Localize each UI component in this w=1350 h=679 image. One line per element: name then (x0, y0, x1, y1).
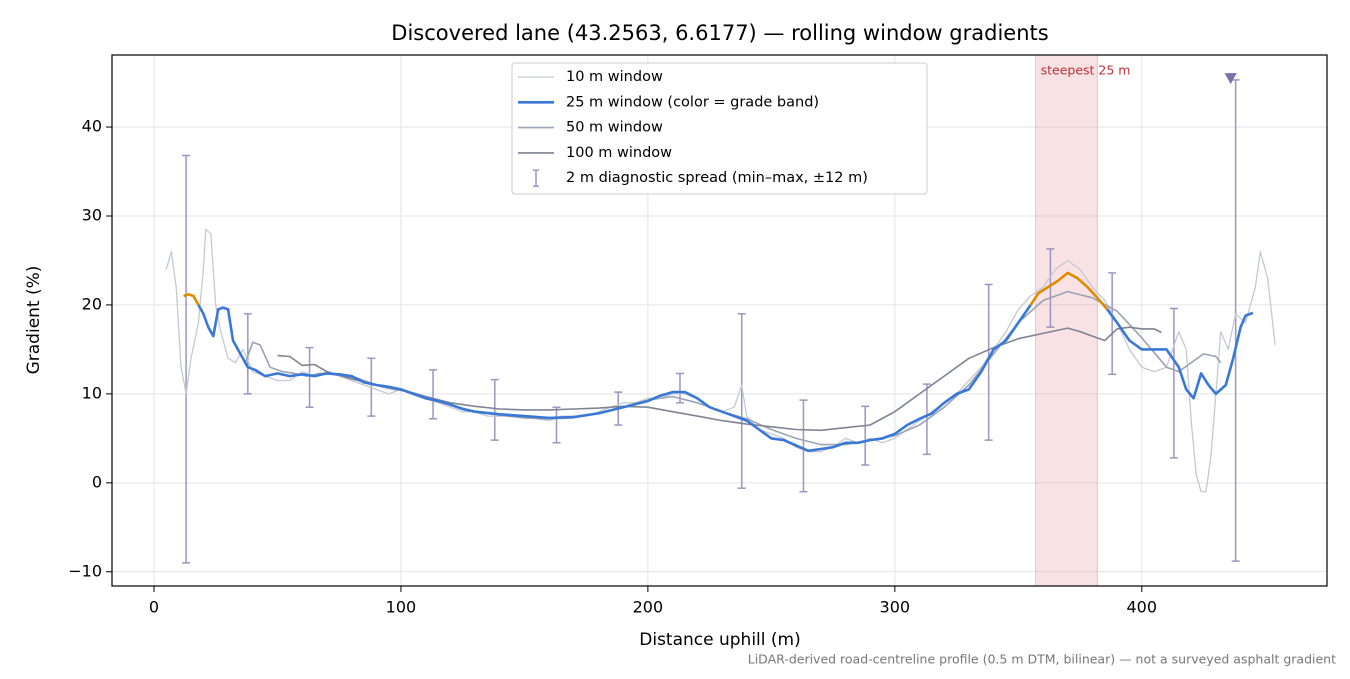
chart-title: Discovered lane (43.2563, 6.6177) — roll… (391, 21, 1048, 45)
y-tick-label: −10 (68, 561, 102, 580)
axes: 0 100 200 300 400 −10 0 10 20 30 40 steepest 25 m (68, 63, 1157, 617)
series-line (1106, 308, 1254, 400)
legend-box (511, 62, 928, 195)
y-tick-label: 0 (92, 472, 102, 491)
clip-marker (1224, 73, 1237, 85)
legend-label: 25 m window (color = grade band) (566, 94, 819, 110)
legend-label: 100 m window (566, 145, 672, 161)
x-tick-label: 200 (633, 598, 664, 617)
legend-label: 10 m window (566, 69, 663, 85)
series-line (1029, 271, 1109, 311)
series-line (197, 304, 1032, 453)
x-tick-label: 400 (1127, 598, 1158, 617)
legend: 10 m window 25 m window (color = grade ba… (511, 62, 928, 195)
highlight-band (1035, 55, 1098, 586)
x-tick-label: 0 (149, 598, 159, 617)
legend-label: 50 m window (566, 120, 663, 136)
footnote: LiDAR-derived road-centreline profile (0… (748, 652, 1336, 667)
y-axis-label: Gradient (%) (24, 266, 44, 375)
x-tick-label: 100 (386, 598, 417, 617)
y-tick-label: 30 (82, 205, 102, 224)
x-axis-label: Distance uphill (m) (639, 630, 800, 650)
y-tick-label: 20 (82, 294, 102, 313)
y-tick-label: 40 (82, 117, 102, 136)
band-label: steepest 25 m (1041, 63, 1131, 78)
legend-label: 2 m diagnostic spread (min–max, ±12 m) (566, 170, 868, 186)
x-tick-label: 300 (880, 598, 911, 617)
y-tick-label: 10 (82, 383, 102, 402)
series-line (183, 293, 200, 306)
axes-frame (111, 54, 1328, 587)
plot-area (165, 55, 1276, 586)
